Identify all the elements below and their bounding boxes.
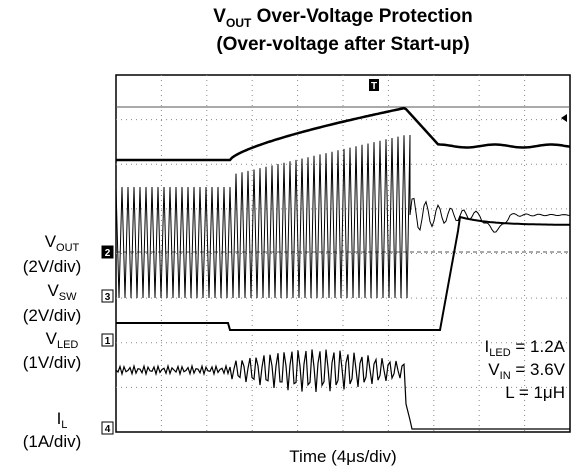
channel-marker: 3: [105, 292, 111, 303]
channel-name-main: V: [46, 329, 58, 348]
channel-name-sub: OUT: [56, 242, 80, 254]
channel-name: VLED: [46, 329, 79, 351]
channel-name-sub: L: [61, 419, 67, 431]
trigger-marker: T: [371, 81, 377, 92]
channel-marker: 4: [105, 424, 111, 435]
title-line2: (Over-voltage after Start-up): [216, 34, 469, 55]
channel-name-main: V: [45, 232, 57, 251]
condition-rest: = 1.2A: [511, 337, 566, 356]
condition-rest: = 3.6V: [511, 360, 566, 379]
channel-marker: 2: [105, 248, 111, 259]
channel-scale: (2V/div): [23, 306, 82, 325]
title-rest: Over-Voltage Protection: [251, 6, 472, 27]
channel-scale: (1V/div): [23, 353, 82, 372]
condition-main: V: [488, 360, 500, 379]
title-main: V: [213, 6, 226, 27]
page: {"title": {"line1": {"main": "V", "sub":…: [0, 0, 579, 470]
channel-name: VSW: [47, 281, 77, 303]
condition-sub: IN: [500, 370, 511, 382]
condition-main: L = 1μH: [505, 383, 565, 402]
title-line1: VOUT Over-Voltage Protection: [213, 6, 472, 30]
channel-name-sub: SW: [59, 291, 77, 303]
time-label: Time (4μs/div): [289, 447, 396, 466]
condition: L = 1μH: [505, 383, 565, 402]
channel-name-sub: LED: [57, 339, 78, 351]
condition-sub: LED: [489, 347, 510, 359]
scope-figure: VOUT Over-Voltage Protection (Over-volta…: [0, 0, 579, 470]
title-sub: OUT: [226, 16, 252, 30]
channel-name: VOUT: [45, 232, 80, 254]
channel-marker: 1: [105, 336, 111, 347]
channel-name-main: V: [47, 281, 59, 300]
channel-name: IL: [57, 409, 68, 431]
channel-scale: (1A/div): [23, 432, 82, 451]
channel-scale: (2V/div): [23, 257, 82, 276]
